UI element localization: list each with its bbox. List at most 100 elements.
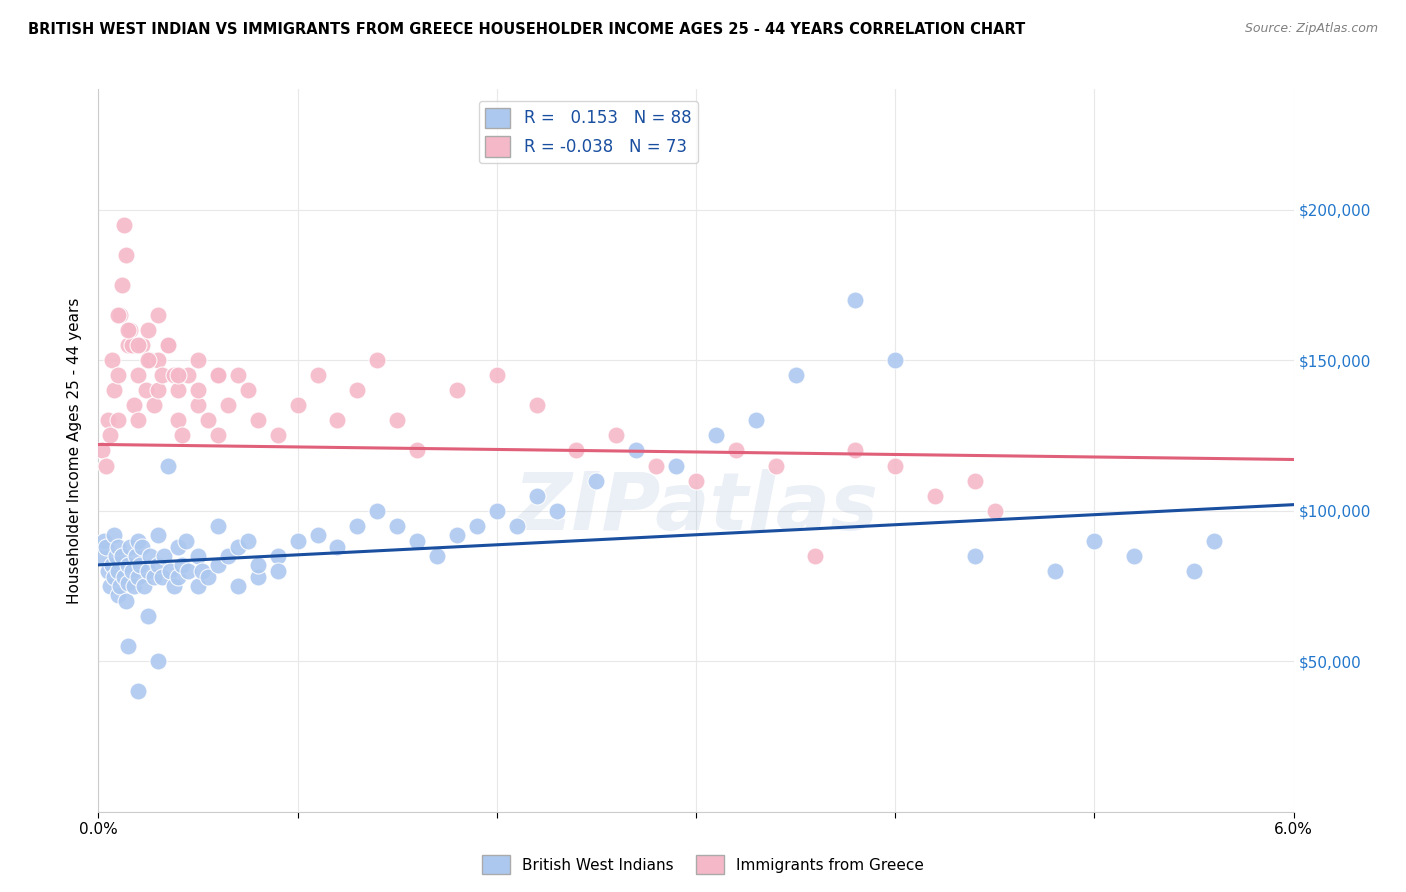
Point: [159, 564, 181, 578]
Point: [136, 323, 159, 337]
Point: [157, 338, 180, 352]
Point: [1202, 533, 1225, 548]
Point: [246, 558, 269, 572]
Point: [93, 533, 115, 548]
Point: [605, 428, 627, 442]
Point: [163, 579, 186, 593]
Point: [117, 576, 139, 591]
Point: [136, 564, 159, 578]
Point: [406, 443, 429, 458]
Point: [526, 398, 548, 412]
Point: [167, 570, 190, 584]
Point: [307, 368, 329, 383]
Point: [107, 368, 129, 383]
Point: [1043, 564, 1066, 578]
Point: [115, 248, 138, 262]
Point: [136, 353, 159, 368]
Point: [645, 458, 668, 473]
Point: [150, 570, 173, 584]
Point: [107, 413, 129, 427]
Point: [98, 579, 122, 593]
Point: [112, 570, 135, 584]
Point: [167, 413, 190, 427]
Point: [924, 489, 946, 503]
Point: [197, 413, 219, 427]
Point: [217, 549, 239, 563]
Point: [143, 398, 166, 412]
Point: [127, 413, 149, 427]
Point: [91, 443, 114, 458]
Point: [236, 533, 259, 548]
Point: [745, 413, 768, 427]
Y-axis label: Householder Income Ages 25 - 44 years: Householder Income Ages 25 - 44 years: [67, 297, 83, 604]
Point: [1123, 549, 1146, 563]
Point: [187, 398, 209, 412]
Point: [157, 458, 180, 473]
Point: [127, 533, 149, 548]
Point: [626, 443, 648, 458]
Point: [546, 503, 568, 517]
Point: [135, 384, 157, 398]
Point: [139, 353, 162, 368]
Point: [207, 558, 229, 572]
Point: [107, 588, 129, 602]
Point: [685, 474, 707, 488]
Point: [565, 443, 588, 458]
Point: [207, 518, 229, 533]
Point: [96, 458, 118, 473]
Text: BRITISH WEST INDIAN VS IMMIGRANTS FROM GREECE HOUSEHOLDER INCOME AGES 25 - 44 YE: BRITISH WEST INDIAN VS IMMIGRANTS FROM G…: [28, 22, 1025, 37]
Point: [177, 564, 200, 578]
Point: [187, 549, 209, 563]
Point: [120, 323, 142, 337]
Point: [110, 308, 132, 322]
Point: [174, 533, 197, 548]
Point: [125, 549, 148, 563]
Point: [127, 684, 149, 698]
Point: [765, 458, 787, 473]
Point: [426, 549, 449, 563]
Point: [844, 293, 866, 307]
Point: [117, 338, 139, 352]
Point: [287, 533, 309, 548]
Point: [103, 384, 125, 398]
Point: [326, 413, 349, 427]
Point: [131, 540, 153, 554]
Point: [287, 398, 309, 412]
Point: [236, 384, 259, 398]
Point: [91, 549, 114, 563]
Point: [167, 368, 190, 383]
Point: [884, 458, 907, 473]
Point: [226, 540, 249, 554]
Point: [446, 384, 468, 398]
Point: [346, 384, 368, 398]
Point: [157, 338, 180, 352]
Point: [136, 609, 159, 624]
Point: [129, 558, 152, 572]
Point: [884, 353, 907, 368]
Point: [724, 443, 747, 458]
Point: [1182, 564, 1205, 578]
Point: [191, 564, 214, 578]
Point: [101, 558, 124, 572]
Point: [246, 413, 269, 427]
Point: [226, 368, 249, 383]
Point: [110, 579, 132, 593]
Point: [117, 639, 139, 653]
Point: [105, 549, 128, 563]
Point: [127, 338, 149, 352]
Point: [96, 540, 118, 554]
Point: [465, 518, 488, 533]
Point: [197, 570, 219, 584]
Point: [107, 564, 129, 578]
Point: [111, 277, 134, 292]
Point: [704, 428, 727, 442]
Point: [665, 458, 688, 473]
Text: Source: ZipAtlas.com: Source: ZipAtlas.com: [1244, 22, 1378, 36]
Point: [139, 549, 162, 563]
Point: [187, 353, 209, 368]
Legend: R =   0.153   N = 88, R = -0.038   N = 73: R = 0.153 N = 88, R = -0.038 N = 73: [479, 101, 697, 163]
Point: [107, 540, 129, 554]
Point: [127, 570, 149, 584]
Point: [172, 558, 194, 572]
Point: [167, 540, 190, 554]
